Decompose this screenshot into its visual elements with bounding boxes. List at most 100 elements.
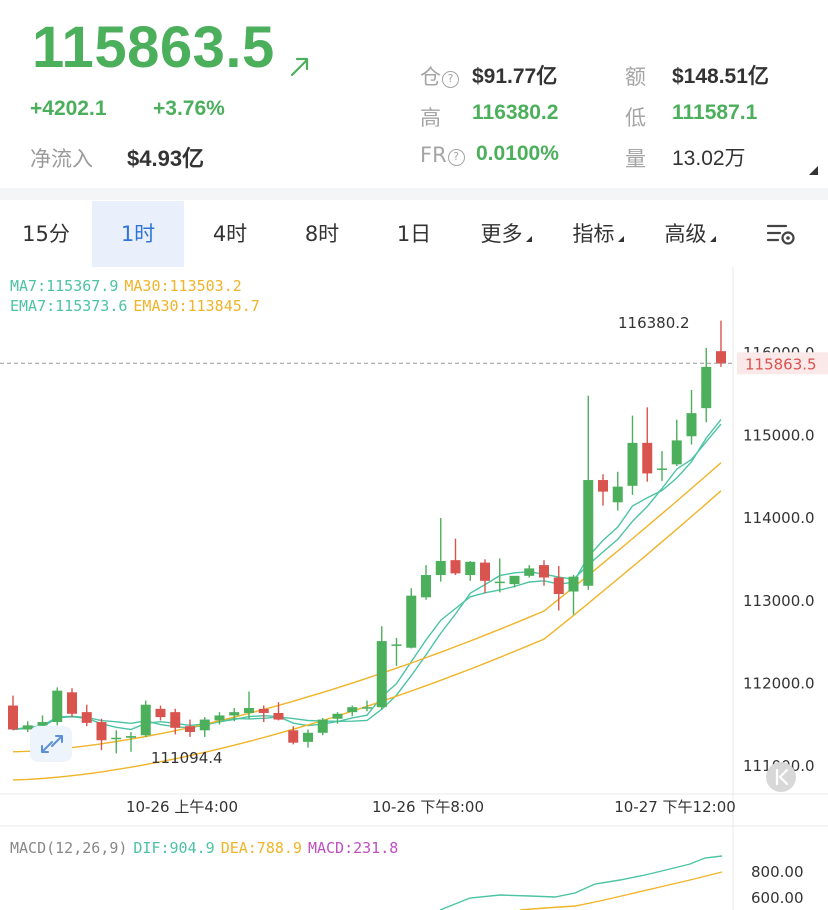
- last-price-tag-label: 115863.5: [745, 355, 817, 373]
- candle-body: [170, 712, 181, 728]
- y-tick-label: 115000.0: [743, 427, 815, 445]
- tab-1h[interactable]: 1时: [92, 201, 184, 267]
- candle-body: [229, 712, 240, 716]
- candle-body: [421, 575, 431, 598]
- candle-body: [524, 568, 535, 576]
- tab-advanced[interactable]: 高级: [644, 201, 736, 267]
- y-tick-label: 113000.0: [743, 592, 815, 610]
- x-tick-label: 10-27 下午12:00: [614, 798, 736, 816]
- macd-y-tick: 600.00: [751, 889, 804, 907]
- candle-body: [67, 692, 77, 714]
- open-interest-value: $91.77亿: [472, 65, 558, 88]
- ema-legend: EMA7:115373.6 EMA30:113845.7: [10, 297, 266, 315]
- candle-body: [8, 705, 18, 730]
- candle-body: [258, 708, 269, 713]
- candle-body: [22, 725, 33, 730]
- x-tick-label: 10-26 下午8:00: [372, 798, 484, 816]
- tab-4h[interactable]: 4时: [212, 222, 248, 246]
- candle-body: [347, 707, 358, 713]
- tab-1d[interactable]: 1日: [396, 222, 432, 246]
- ma7-line: [12, 423, 722, 731]
- y-tick-label: 112000.0: [743, 674, 815, 692]
- turnover-value: $148.51亿: [672, 65, 769, 88]
- macd-y-tick: 800.00: [751, 863, 804, 881]
- turnover-label: 额: [625, 65, 646, 89]
- candle-body: [376, 641, 387, 708]
- high-label: 高: [420, 106, 441, 130]
- macd-dif: DIF:904.9: [133, 839, 215, 857]
- expand-corner-icon[interactable]: [809, 166, 818, 175]
- open-interest-label: 仓?: [420, 61, 459, 91]
- chart-settings-icon[interactable]: [766, 221, 796, 247]
- candle-body: [450, 560, 461, 574]
- candlestick-chart[interactable]: 116000.0115000.0114000.0113000.0112000.0…: [0, 267, 828, 910]
- candle-body: [111, 737, 122, 740]
- candle-body: [568, 576, 579, 592]
- scroll-to-latest-button[interactable]: [766, 762, 796, 792]
- macd-legend: MACD(12,26,9) DIF:904.9 DEA:788.9 MACD:231.…: [10, 839, 404, 857]
- candle-body: [716, 351, 726, 364]
- low-annotation: 111094.4: [151, 749, 223, 767]
- candle-body: [155, 708, 166, 718]
- ema7-line: [12, 418, 722, 731]
- dropdown-caret-icon: [709, 236, 716, 242]
- change-percent: +3.76%: [153, 97, 225, 120]
- help-icon[interactable]: ?: [442, 71, 459, 88]
- ema30-value: EMA30:113845.7: [133, 297, 260, 315]
- fullscreen-button[interactable]: [30, 726, 72, 762]
- candle-body: [81, 712, 92, 723]
- section-divider: [0, 188, 828, 200]
- tab-indicators[interactable]: 指标: [552, 201, 644, 267]
- candle-body: [332, 713, 343, 719]
- last-price: 115863.5: [32, 15, 275, 80]
- dropdown-caret-icon: [617, 236, 624, 242]
- low-label: 低: [625, 106, 646, 130]
- netflow-value: $4.93亿: [127, 146, 205, 171]
- candle-body: [539, 565, 549, 578]
- candle-body: [96, 722, 107, 741]
- macd-label: MACD(12,26,9): [10, 839, 128, 857]
- candle-body: [435, 560, 446, 576]
- candle-body: [657, 468, 667, 470]
- tab-more[interactable]: 更多: [460, 201, 552, 267]
- y-tick-label: 114000.0: [743, 509, 815, 527]
- candle-body: [686, 413, 697, 437]
- help-icon[interactable]: ?: [447, 149, 465, 166]
- candle-body: [199, 719, 210, 731]
- candle-body: [362, 707, 372, 709]
- tab-15m[interactable]: 15分: [22, 222, 70, 246]
- dropdown-caret-icon: [525, 236, 532, 242]
- candle-body: [52, 690, 63, 723]
- change-absolute: +4202.1: [30, 97, 107, 120]
- macd-hist: MACD:231.8: [307, 839, 399, 857]
- tab-8h[interactable]: 8时: [304, 222, 340, 246]
- candle-body: [494, 581, 505, 584]
- arrow-up-right-icon: [290, 57, 309, 77]
- candle-body: [140, 704, 151, 736]
- candle-body: [701, 366, 712, 409]
- candle-body: [480, 562, 490, 581]
- candle-body: [598, 480, 608, 492]
- candle-body: [671, 440, 682, 465]
- funding-rate-value: 0.0100%: [476, 142, 559, 165]
- ma30-line: [12, 490, 722, 781]
- candle-body: [627, 442, 638, 486]
- funding-rate-label: FR?: [420, 143, 465, 167]
- ma7-value: MA7:115367.9: [10, 277, 119, 295]
- netflow-label: 净流入: [30, 147, 93, 171]
- high-annotation: 116380.2: [618, 314, 690, 332]
- x-tick-label: 10-26 上午4:00: [126, 798, 238, 816]
- interval-tabs: 15分 1时 4时 8时 1日 更多 指标 高级: [0, 201, 828, 267]
- candle-body: [37, 722, 48, 726]
- last-price-tag: [737, 352, 828, 375]
- ma-legend: MA7:115367.9 MA30:113503.2: [10, 277, 248, 295]
- high-value: 116380.2: [472, 101, 559, 124]
- candle-body: [642, 442, 653, 474]
- macd-dea-line: [519, 871, 723, 910]
- candle-body: [465, 561, 476, 576]
- candle-body: [553, 577, 564, 595]
- candle-body: [509, 575, 520, 585]
- ma30-value: MA30:113503.2: [124, 277, 242, 295]
- candle-body: [288, 730, 299, 743]
- candle-body: [317, 719, 328, 733]
